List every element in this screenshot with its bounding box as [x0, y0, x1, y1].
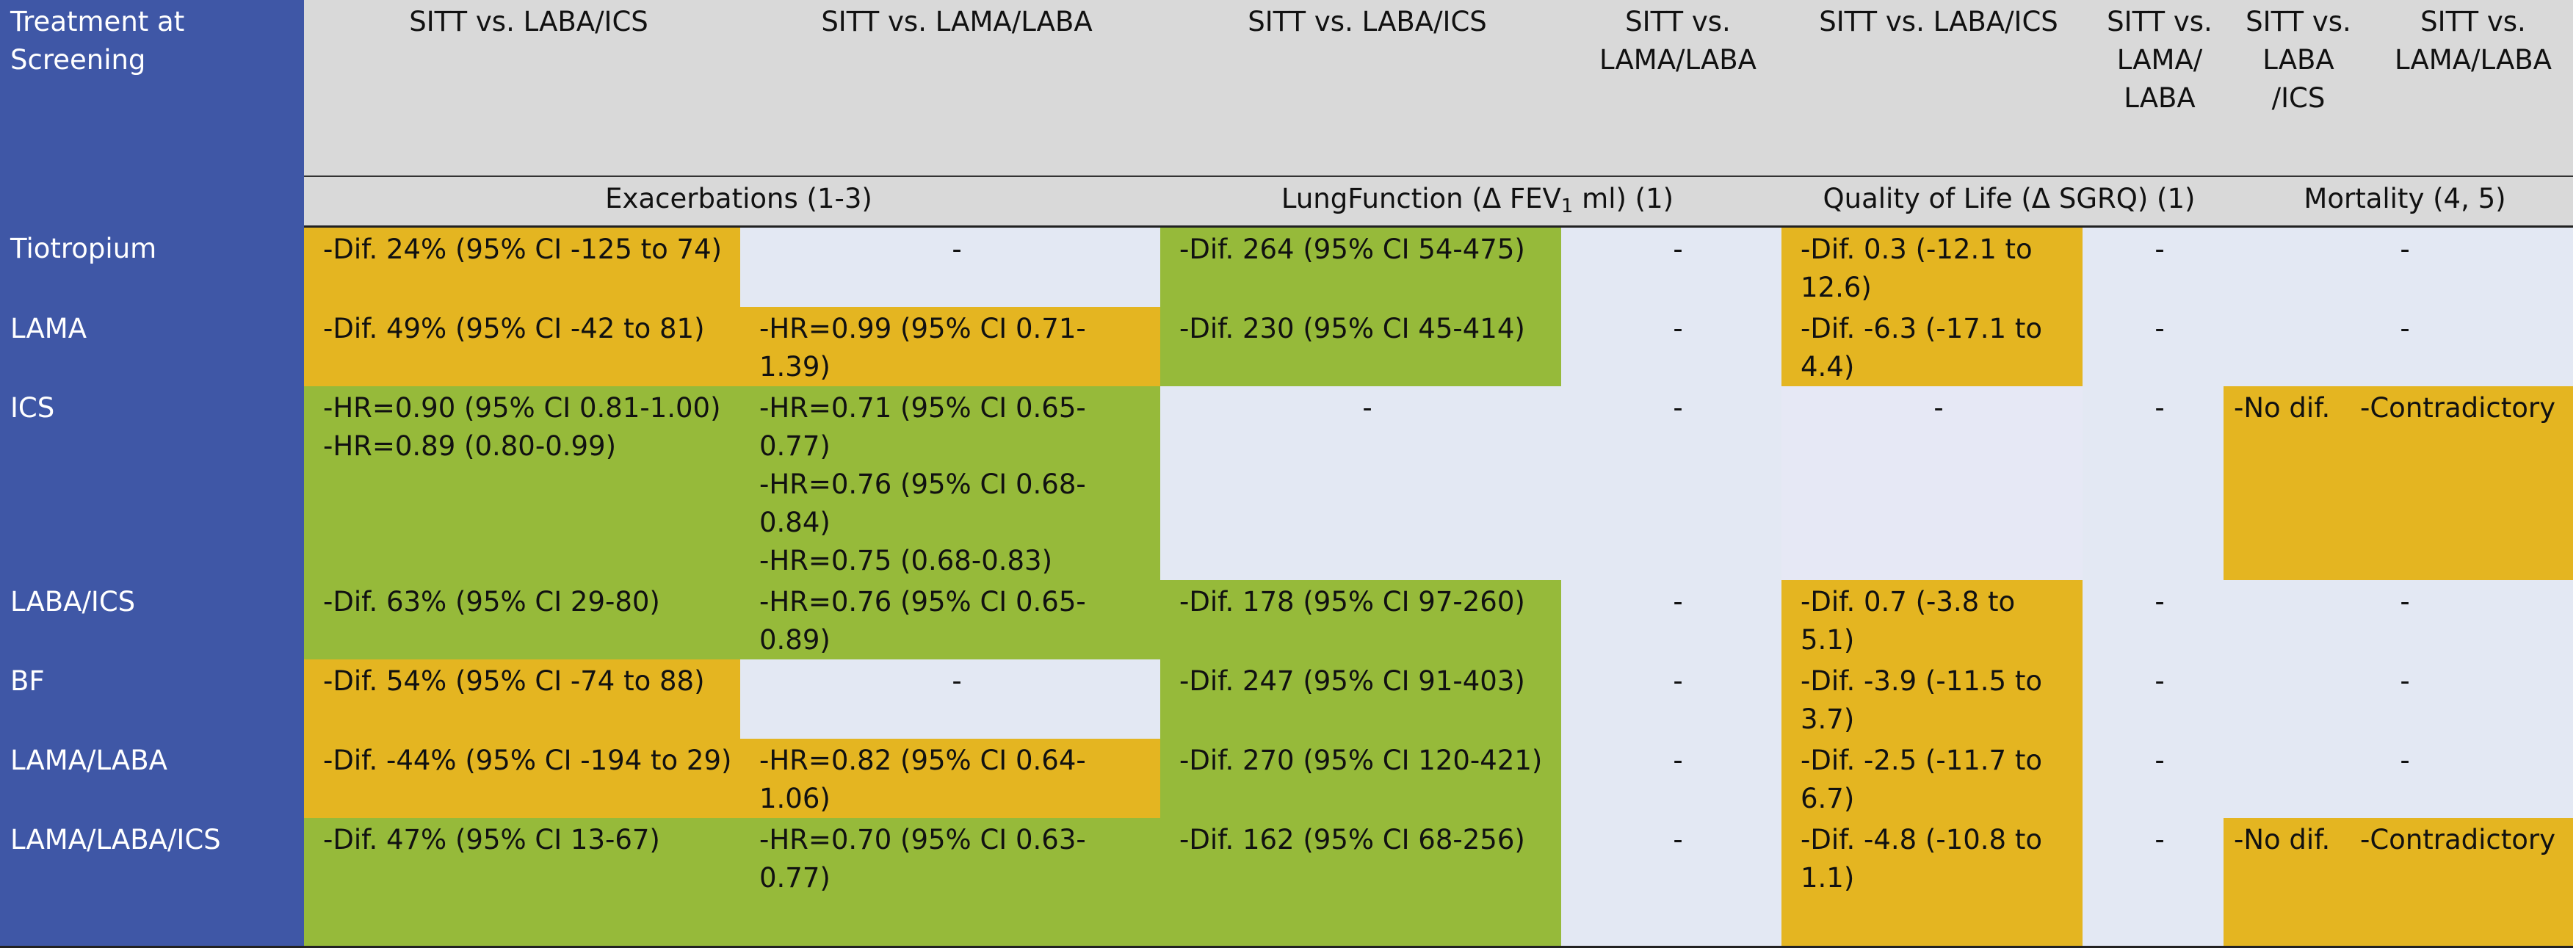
- table-cell: -Dif. 270 (95% CI 120-421): [1160, 739, 1561, 818]
- table-cell: -No dif.: [2224, 386, 2360, 580]
- table-cell: -: [1561, 307, 1781, 386]
- table-row: LABA/ICS -Dif. 63% (95% CI 29-80) -HR=0.…: [0, 580, 2573, 659]
- table-cell: -: [2083, 580, 2224, 659]
- table-cell: -: [2083, 739, 2224, 818]
- table-cell: -No dif.: [2224, 818, 2360, 948]
- row-label: LAMA/LABA/ICS: [0, 818, 304, 948]
- group-header-row: Exacerbations (1-3) LungFunction (Δ FEV1…: [0, 176, 2573, 228]
- table-cell: -: [1160, 386, 1561, 580]
- row-label: LABA/ICS: [0, 580, 304, 659]
- table-cell: -Dif. 264 (95% CI 54-475): [1160, 226, 1561, 307]
- lung-function-label: LungFunction (Δ FEV: [1281, 183, 1561, 214]
- table-row: LAMA/LABA/ICS -Dif. 47% (95% CI 13-67) -…: [0, 818, 2573, 948]
- table-cell: -HR=0.70 (95% CI 0.63-0.77): [740, 818, 1160, 948]
- table-row: LAMA/LABA -Dif. -44% (95% CI -194 to 29)…: [0, 739, 2573, 818]
- table-cell: -Dif. -3.9 (-11.5 to 3.7): [1781, 659, 2083, 739]
- column-header: SITT vs. LABA /ICS: [2224, 0, 2360, 177]
- table-cell: -: [1561, 226, 1781, 307]
- row-label: LAMA/LABA: [0, 739, 304, 818]
- table-row: BF -Dif. 54% (95% CI -74 to 88) - -Dif. …: [0, 659, 2573, 739]
- cell-line: -HR=0.90 (95% CI 0.81-1.00): [323, 392, 721, 424]
- row-header-title: Treatment at Screening: [0, 0, 304, 227]
- table-cell: -: [2224, 226, 2573, 307]
- table-cell: -Dif. 24% (95% CI -125 to 74): [304, 226, 740, 307]
- table-cell: -: [1561, 739, 1781, 818]
- table-cell: -Dif. 230 (95% CI 45-414): [1160, 307, 1561, 386]
- table-cell: -Dif. -4.8 (-10.8 to 1.1): [1781, 818, 2083, 948]
- table-cell: -: [1561, 818, 1781, 948]
- table-cell: -: [2083, 226, 2224, 307]
- fev-subscript: 1: [1560, 195, 1574, 217]
- table-cell: -: [2083, 659, 2224, 739]
- table-row: ICS -HR=0.90 (95% CI 0.81-1.00) -HR=0.89…: [0, 386, 2573, 580]
- column-header: SITT vs. LAMA/LABA: [2360, 0, 2573, 177]
- column-header: SITT vs. LABA/ICS: [1160, 0, 1561, 177]
- lung-function-unit: ml) (1): [1573, 183, 1674, 214]
- cell-line: -HR=0.75 (0.68-0.83): [759, 545, 1053, 576]
- table-row: LAMA -Dif. 49% (95% CI -42 to 81) -HR=0.…: [0, 307, 2573, 386]
- table-cell: -Dif. 49% (95% CI -42 to 81): [304, 307, 740, 386]
- table-cell: -Dif. 54% (95% CI -74 to 88): [304, 659, 740, 739]
- table-cell: -: [740, 226, 1160, 307]
- table-cell: -HR=0.82 (95% CI 0.64-1.06): [740, 739, 1160, 818]
- table-row: Tiotropium -Dif. 24% (95% CI -125 to 74)…: [0, 226, 2573, 307]
- row-label: ICS: [0, 386, 304, 580]
- column-header: SITT vs. LAMA/LABA: [740, 0, 1160, 177]
- column-header: SITT vs. LAMA/LABA: [1561, 0, 1781, 177]
- group-header-lung-function: LungFunction (Δ FEV1 ml) (1): [1160, 176, 1781, 228]
- group-header-exacerbations: Exacerbations (1-3): [304, 176, 1160, 228]
- table-cell: -HR=0.71 (95% CI 0.65-0.77) -HR=0.76 (95…: [740, 386, 1160, 580]
- table-cell: -Dif. -44% (95% CI -194 to 29): [304, 739, 740, 818]
- table-cell: -: [2224, 580, 2573, 659]
- table-cell: -: [1561, 580, 1781, 659]
- table-cell: -Dif. 47% (95% CI 13-67): [304, 818, 740, 948]
- cell-line: -HR=0.71 (95% CI 0.65-0.77): [759, 392, 1086, 462]
- table-cell: -Dif. 178 (95% CI 97-260): [1160, 580, 1561, 659]
- row-label: Tiotropium: [0, 226, 304, 307]
- column-header: SITT vs. LABA/ICS: [304, 0, 740, 177]
- table-cell: -HR=0.90 (95% CI 0.81-1.00) -HR=0.89 (0.…: [304, 386, 740, 580]
- table-cell: -Dif. 247 (95% CI 91-403): [1160, 659, 1561, 739]
- table-cell: -: [2083, 386, 2224, 580]
- table-cell: -HR=0.99 (95% CI 0.71-1.39): [740, 307, 1160, 386]
- table-cell: -Dif. 0.3 (-12.1 to 12.6): [1781, 226, 2083, 307]
- group-header-mortality: Mortality (4, 5): [2224, 176, 2573, 228]
- table-cell: -: [2224, 739, 2573, 818]
- table-cell: -: [1561, 386, 1781, 580]
- table-cell: -HR=0.76 (95% CI 0.65-0.89): [740, 580, 1160, 659]
- table-cell: -: [740, 659, 1160, 739]
- table-cell: -Contradictory: [2360, 386, 2573, 580]
- table-cell: -: [2083, 307, 2224, 386]
- column-header: SITT vs. LAMA/ LABA: [2083, 0, 2224, 177]
- column-header-row: Treatment at Screening SITT vs. LABA/ICS…: [0, 0, 2573, 227]
- table-cell: -Dif. 63% (95% CI 29-80): [304, 580, 740, 659]
- table-cell: -Dif. -2.5 (-11.7 to 6.7): [1781, 739, 2083, 818]
- table-cell: -Contradictory: [2360, 818, 2573, 948]
- column-header: SITT vs. LABA/ICS: [1781, 0, 2083, 177]
- table-cell: -: [2224, 659, 2573, 739]
- row-label: LAMA: [0, 307, 304, 386]
- cell-line: -HR=0.89 (0.80-0.99): [323, 430, 617, 462]
- table-cell: -Dif. 162 (95% CI 68-256): [1160, 818, 1561, 948]
- table-cell: -: [1561, 659, 1781, 739]
- group-header-quality-of-life: Quality of Life (Δ SGRQ) (1): [1781, 176, 2224, 228]
- table-cell: -: [1781, 386, 2083, 580]
- cell-line: -HR=0.76 (95% CI 0.68-0.84): [759, 468, 1086, 538]
- table-cell: -: [2083, 818, 2224, 948]
- table-cell: -: [2224, 307, 2573, 386]
- row-label: BF: [0, 659, 304, 739]
- table-cell: -Dif. 0.7 (-3.8 to 5.1): [1781, 580, 2083, 659]
- table-cell: -Dif. -6.3 (-17.1 to 4.4): [1781, 307, 2083, 386]
